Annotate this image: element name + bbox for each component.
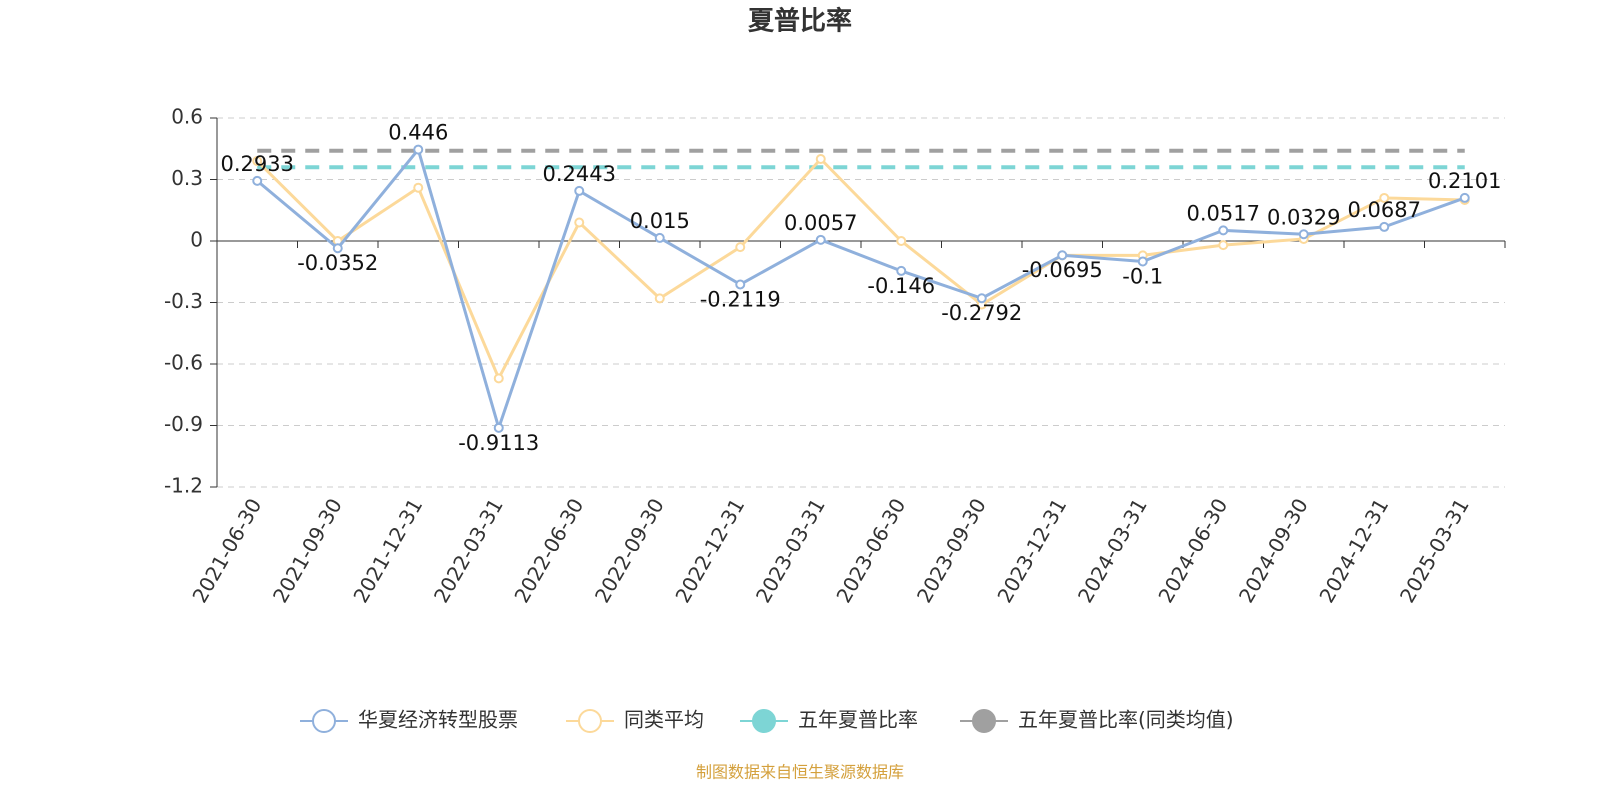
point — [976, 293, 987, 304]
chart-title: 夏普比率 — [748, 6, 852, 37]
x-tick-label: 2022-03-31 — [429, 494, 508, 607]
x-tick-label: 2024-12-31 — [1314, 494, 1393, 607]
legend-label: 五年夏普比率(同类均值) — [1018, 708, 1234, 732]
y-tick-label: 0 — [190, 228, 203, 252]
data-label: -0.1 — [1122, 265, 1163, 289]
point — [574, 217, 585, 228]
x-tick-label: 2023-03-31 — [751, 494, 830, 607]
data-label: 0.015 — [630, 209, 690, 233]
point — [252, 175, 263, 186]
x-tick-label: 2021-09-30 — [268, 494, 347, 607]
x-tick-label: 2024-09-30 — [1234, 494, 1313, 607]
legend-marker — [972, 709, 996, 733]
point — [574, 185, 585, 196]
y-tick-label: -1.2 — [164, 474, 203, 498]
x-tick-label: 2022-06-30 — [509, 494, 588, 607]
point — [1459, 192, 1470, 203]
point — [1298, 229, 1309, 240]
x-tick-label: 2024-03-31 — [1073, 494, 1152, 607]
x-tick-label: 2025-03-31 — [1395, 494, 1474, 607]
point — [1137, 256, 1148, 267]
data-label: -0.146 — [867, 274, 935, 298]
data-label: 0.0057 — [784, 211, 857, 235]
legend-label: 华夏经济转型股票 — [358, 708, 518, 732]
point — [654, 232, 665, 243]
x-tick-label: 2022-12-31 — [670, 494, 749, 607]
point — [735, 279, 746, 290]
y-tick-label: -0.3 — [164, 289, 203, 313]
x-tick-label: 2024-06-30 — [1153, 494, 1232, 607]
data-label: -0.0352 — [297, 251, 378, 275]
data-label: -0.2119 — [700, 287, 781, 311]
legend-marker — [312, 709, 336, 733]
point — [815, 154, 826, 164]
point — [1218, 225, 1229, 236]
data-label: -0.9113 — [458, 431, 539, 455]
point — [654, 293, 665, 304]
point — [493, 422, 504, 433]
y-tick-label: -0.9 — [164, 412, 203, 436]
point — [815, 234, 826, 245]
y-tick-label: 0.6 — [171, 105, 203, 129]
x-tick-label: 2022-09-30 — [590, 494, 669, 607]
legend-label: 五年夏普比率 — [798, 708, 918, 732]
x-tick-label: 2021-12-31 — [348, 494, 427, 607]
point — [896, 236, 907, 246]
data-label: -0.2792 — [941, 301, 1022, 325]
point — [332, 243, 343, 254]
data-label: 0.2933 — [221, 152, 294, 176]
data-label: 0.0517 — [1187, 201, 1260, 225]
data-label: 0.2443 — [543, 162, 616, 186]
point — [493, 373, 504, 384]
point — [413, 144, 424, 155]
data-label: 0.0329 — [1267, 205, 1340, 229]
y-tick-label: 0.3 — [171, 166, 203, 190]
x-tick-label: 2023-12-31 — [992, 494, 1071, 607]
x-tick-label: 2021-06-30 — [187, 494, 266, 607]
x-tick-label: 2023-09-30 — [912, 494, 991, 607]
point — [896, 265, 907, 276]
x-tick-label: 2023-06-30 — [831, 494, 910, 607]
point — [413, 182, 424, 193]
point — [735, 242, 746, 253]
series-line — [256, 146, 1466, 433]
legend-label: 同类平均 — [624, 708, 704, 732]
source-note: 制图数据来自恒生聚源数据库 — [696, 763, 904, 782]
point — [252, 156, 263, 167]
point — [1379, 221, 1390, 232]
point — [1057, 250, 1068, 261]
legend-marker — [578, 709, 602, 733]
legend-marker — [752, 709, 776, 733]
data-label: 0.446 — [388, 121, 448, 145]
point — [1218, 240, 1229, 251]
data-label: 0.0687 — [1348, 198, 1421, 222]
data-label: -0.0695 — [1022, 258, 1103, 282]
y-tick-label: -0.6 — [164, 351, 203, 375]
data-label: 0.2101 — [1428, 169, 1501, 193]
point — [1379, 192, 1390, 203]
series-line — [256, 156, 1465, 382]
